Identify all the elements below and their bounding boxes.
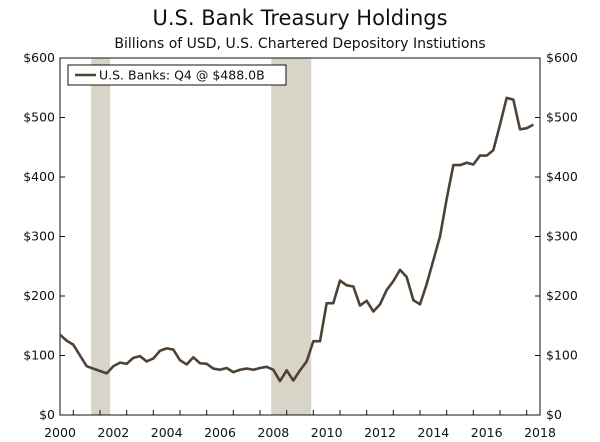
y-tick-label-right: $400 (546, 169, 578, 184)
chart-title: U.S. Bank Treasury Holdings (152, 6, 448, 30)
recession-shading (91, 58, 312, 415)
y-tick-label-left: $200 (23, 288, 55, 303)
x-tick-label: 2018 (524, 425, 556, 440)
y-tick-label-left: $500 (23, 110, 55, 125)
x-tick-label: 2008 (257, 425, 289, 440)
x-tick-label: 2002 (97, 425, 129, 440)
series-layer (59, 96, 534, 383)
y-tick-label-right: $600 (546, 50, 578, 65)
x-tick-label: 2004 (151, 425, 183, 440)
x-tick-label: 2014 (417, 425, 449, 440)
legend-label: U.S. Banks: Q4 @ $488.0B (99, 68, 265, 83)
legend-box (67, 64, 287, 86)
y-tick-label-left: $600 (23, 50, 55, 65)
recession-band-1 (91, 58, 111, 415)
legend: U.S. Banks: Q4 @ $488.0B (67, 64, 287, 86)
x-tick-label: 2006 (204, 425, 236, 440)
x-tick-label: 2000 (44, 425, 76, 440)
y-tick-label-right: $300 (546, 229, 578, 244)
y-tick-label-right: $500 (546, 110, 578, 125)
axes: $0 $0 $100 $100 $200 $200 $300 $300 $400 $400 $500… (23, 50, 578, 440)
series-line-1 (59, 96, 534, 383)
x-tick-label: 2016 (471, 425, 503, 440)
y-tick-label-left: $0 (39, 407, 55, 422)
y-tick-label-right: $100 (546, 348, 578, 363)
y-tick-label-left: $100 (23, 348, 55, 363)
x-tick-label: 2010 (311, 425, 343, 440)
chart-subtitle: Billions of USD, U.S. Chartered Deposito… (114, 36, 486, 52)
x-tick-label: 2012 (364, 425, 396, 440)
y-tick-label-right: $0 (546, 407, 562, 422)
y-tick-label-left: $300 (23, 229, 55, 244)
y-tick-label-right: $200 (546, 288, 578, 303)
recession-band-2 (271, 58, 312, 415)
y-tick-label-left: $400 (23, 169, 55, 184)
